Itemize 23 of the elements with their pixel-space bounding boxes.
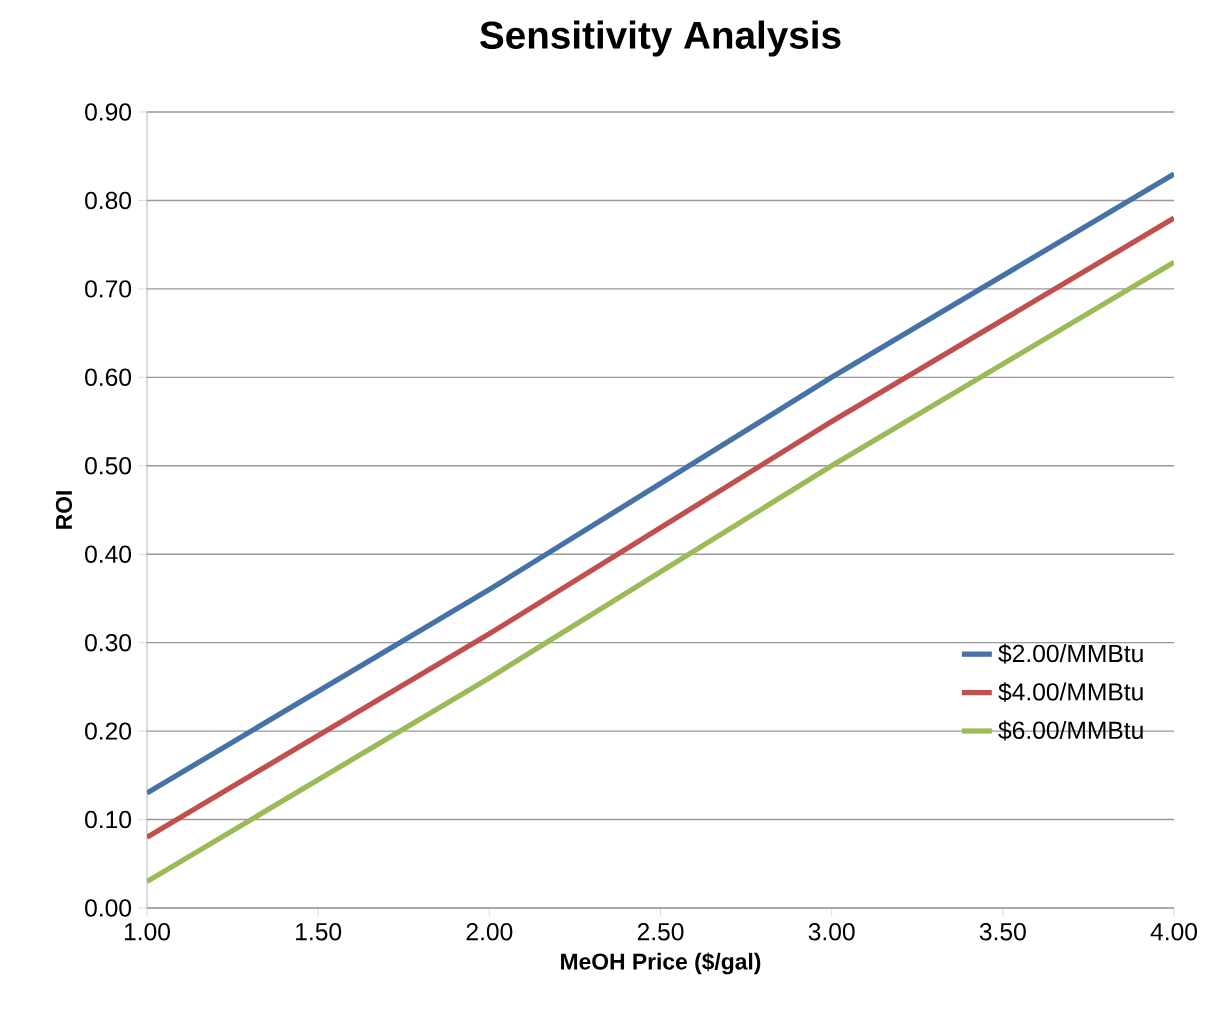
chart-title: Sensitivity Analysis xyxy=(480,20,841,57)
legend-label: $2.00/MMBtu xyxy=(998,643,1143,664)
y-tick-label: 0.20 xyxy=(85,722,132,740)
legend-label: $4.00/MMBtu xyxy=(998,682,1143,703)
y-tick-label: 0.10 xyxy=(85,810,132,829)
x-axis-title: MeOH Price ($/gal) xyxy=(561,952,761,975)
x-tick-label: 2.50 xyxy=(637,922,684,941)
y-tick-label: 0.30 xyxy=(85,633,132,652)
legend-label: $6.00/MMBtu xyxy=(998,720,1143,741)
y-tick-label: 0.80 xyxy=(85,191,132,210)
x-tick-label: 1.50 xyxy=(296,922,342,941)
y-tick-label: 0.90 xyxy=(85,103,132,121)
y-tick-label: 0.70 xyxy=(85,280,132,298)
x-tick-label: 1.00 xyxy=(124,922,170,941)
x-tick-label: 3.00 xyxy=(808,922,855,941)
x-tick-label: 2.00 xyxy=(466,922,513,941)
y-tick-label: 0.00 xyxy=(85,899,132,917)
x-tick-label: 3.50 xyxy=(979,922,1026,941)
y-tick-label: 0.60 xyxy=(85,368,132,387)
y-tick-label: 0.40 xyxy=(85,545,132,563)
y-tick-label: 0.50 xyxy=(85,457,132,475)
x-tick-label: 4.00 xyxy=(1150,922,1197,941)
y-axis-title: ROI xyxy=(55,491,73,529)
